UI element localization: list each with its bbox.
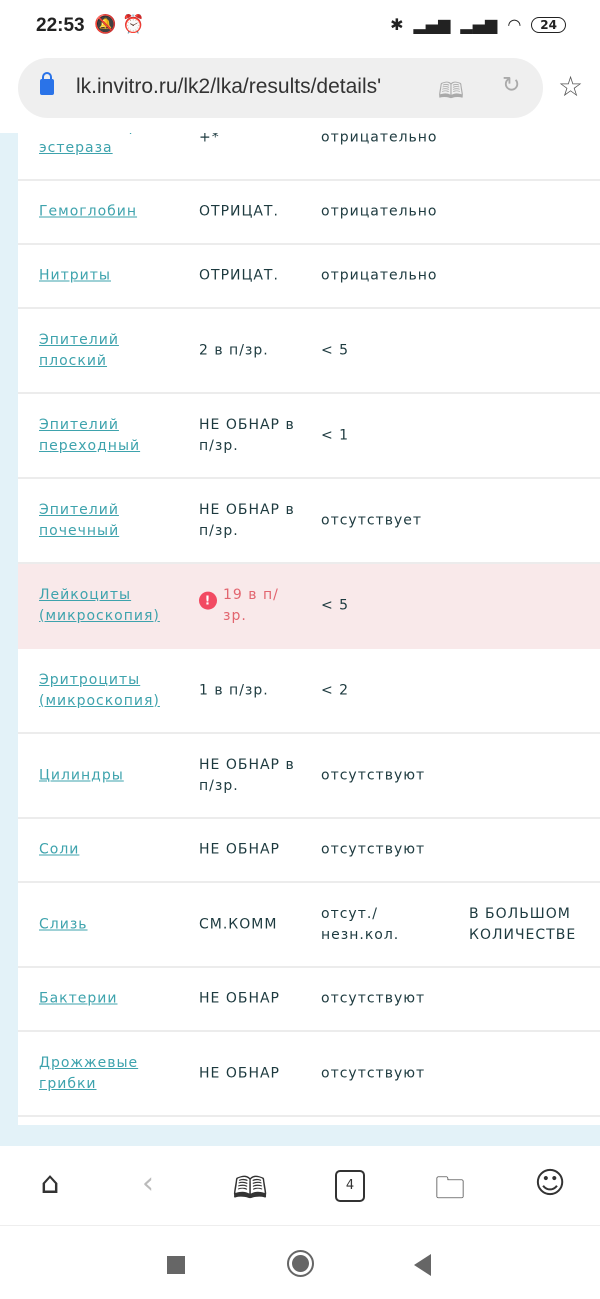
bookmarks-book-icon[interactable]: 🕮 [232, 1171, 268, 1206]
test-name-link[interactable]: Эпителий плоский [39, 331, 119, 369]
reference-range: < 1 [321, 427, 350, 443]
table-row: Цилиндры НЕ ОБНАР в п/зр. отсутствуют [18, 734, 600, 819]
results-table: Лейкоцитарная эстераза+*отрицательноГемо… [18, 133, 600, 1125]
address-bar[interactable]: lk.invitro.ru/lk2/lka/results/details' 🕮… [18, 58, 543, 118]
table-row: Бактерии НЕ ОБНАР отсутствуют [18, 968, 600, 1032]
reference-range: < 5 [321, 342, 350, 358]
test-name-link[interactable]: Эпителий почечный [39, 501, 120, 539]
result-value: НЕ ОБНАР [199, 990, 280, 1007]
table-row: Дрожжевые грибки НЕ ОБНАР отсутствуют [18, 1032, 600, 1117]
test-name-link[interactable]: Цилиндры [39, 767, 124, 783]
test-name-link[interactable]: Эритроциты (микроскопия) [39, 671, 160, 709]
tabs-button[interactable]: 4 [335, 1170, 365, 1202]
reference-range: отрицательно [321, 133, 438, 145]
reference-range: отсутствуют [321, 1065, 426, 1081]
result-value: НЕ ОБНАР в п/зр. [199, 756, 295, 794]
reference-range: отсутствуют [321, 990, 426, 1007]
home-icon[interactable]: ⌂ [40, 1166, 60, 1201]
status-bar: 22:53 🔕 ⏰ ✱ ▂▄▆ ▂▄▆ ◠ 24 [0, 0, 600, 52]
result-value: ОТРИЦАТ. [199, 267, 279, 284]
alert-icon: ! [199, 591, 217, 610]
result-value: +* [199, 133, 220, 145]
downloads-folder-icon[interactable]: 🗀 [435, 1171, 465, 1206]
test-name-link[interactable]: Нитриты [39, 267, 111, 284]
clock: 22:53 [36, 15, 85, 36]
mute-alarm-icons: 🔕 ⏰ [94, 14, 145, 35]
test-name-link[interactable]: Лейкоцитарная эстераза [39, 133, 167, 156]
reference-range: отрицательно [321, 267, 438, 284]
test-name-link[interactable]: Бактерии [39, 990, 118, 1007]
reader-mode-icon[interactable]: 🕮 [438, 79, 464, 104]
signal-icon-2: ▂▄▆ [460, 15, 498, 34]
result-value: 2 в п/зр. [199, 342, 269, 358]
test-name-link[interactable]: Лейкоциты (микроскопия) [39, 586, 160, 624]
result-value: НЕ ОБНАР [199, 1065, 280, 1081]
test-name-link[interactable]: Слизь [39, 916, 88, 932]
result-value: ОТРИЦАТ. [199, 203, 279, 220]
test-name-link[interactable]: Дрожжевые грибки [39, 1054, 139, 1092]
table-row: Эпителий почечный НЕ ОБНАР в п/зр. отсутст… [18, 479, 600, 564]
table-row: Гемоглобин ОТРИЦАТ. отрицательно [18, 181, 600, 245]
profile-icon[interactable]: ☺ [534, 1166, 566, 1201]
reference-range: отсутствуют [321, 841, 426, 858]
reference-range: < 5 [321, 597, 350, 613]
recents-button[interactable] [167, 1256, 185, 1274]
result-value: 19 в п/ зр. [223, 586, 279, 624]
system-nav-bar [0, 1227, 600, 1299]
reference-range: отрицательно [321, 203, 438, 220]
bluetooth-icon: ✱ [390, 15, 404, 34]
table-row: Лейкоцитарная эстераза +* отрицательно [18, 133, 600, 181]
reference-range: отсутствуют [321, 767, 426, 783]
browser-toolbar: ⌂ ‹ 🕮 4 🗀 ☺ [0, 1146, 600, 1226]
table-row: Слизь СМ.КОММ отсут./ незн.кол. В БОЛЬШОМ К… [18, 883, 600, 968]
url-text[interactable]: lk.invitro.ru/lk2/lka/results/details' [76, 75, 382, 98]
reload-icon[interactable]: ↻ [502, 73, 521, 98]
reference-range: отсут./ незн.кол. [321, 905, 400, 943]
test-name-link[interactable]: Эпителий переходный [39, 416, 141, 454]
battery-icon: 24 [531, 16, 566, 33]
table-row: Эпителий переходный НЕ ОБНАР в п/зр. < 1 [18, 394, 600, 479]
table-row: Эритроциты (микроскопия) 1 в п/зр. < 2 [18, 649, 600, 734]
table-row: Лейкоциты (микроскопия)! 19 в п/ зр. < 5 [18, 564, 600, 649]
test-name-link[interactable]: Соли [39, 841, 80, 858]
home-button[interactable] [287, 1250, 314, 1277]
table-row: Эпителий плоский 2 в п/зр. < 5 [18, 309, 600, 394]
lock-icon [40, 72, 54, 95]
result-value: НЕ ОБНАР в п/зр. [199, 416, 295, 454]
result-comment: В БОЛЬШОМ КОЛИЧЕСТВЕ [469, 905, 577, 943]
back-icon[interactable]: ‹ [142, 1166, 154, 1201]
wifi-icon: ◠ [507, 15, 522, 34]
page-content[interactable]: Лейкоцитарная эстераза+*отрицательноГемо… [0, 133, 600, 1146]
reference-range: отсутствует [321, 512, 423, 528]
table-row: Нитриты ОТРИЦАТ. отрицательно [18, 245, 600, 309]
signal-icon: ▂▄▆ [413, 15, 451, 34]
test-name-link[interactable]: Гемоглобин [39, 203, 138, 220]
reference-range: < 2 [321, 682, 350, 698]
result-value: НЕ ОБНАР в п/зр. [199, 501, 295, 539]
result-value: 1 в п/зр. [199, 682, 269, 698]
result-value: НЕ ОБНАР [199, 841, 280, 858]
result-value: СМ.КОММ [199, 916, 278, 932]
table-row: Соли НЕ ОБНАР отсутствуют [18, 819, 600, 883]
bookmark-star-icon[interactable]: ☆ [558, 70, 584, 103]
back-button[interactable] [414, 1254, 431, 1276]
